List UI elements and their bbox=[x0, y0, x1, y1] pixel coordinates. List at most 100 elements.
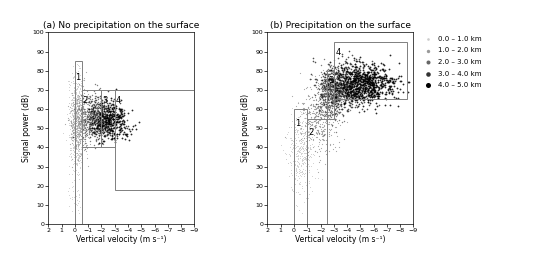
Point bbox=[92, 112, 101, 117]
Point bbox=[331, 113, 340, 118]
Point bbox=[324, 80, 333, 85]
Point bbox=[325, 107, 333, 112]
Point bbox=[345, 84, 354, 88]
Point bbox=[321, 72, 329, 76]
Point bbox=[334, 82, 343, 86]
Point bbox=[324, 86, 333, 91]
Point bbox=[360, 85, 369, 90]
Point bbox=[308, 122, 316, 126]
Point bbox=[80, 101, 89, 105]
Point bbox=[296, 162, 305, 167]
Point bbox=[122, 124, 130, 128]
Point bbox=[294, 157, 302, 161]
Point bbox=[82, 122, 90, 126]
Point bbox=[368, 68, 377, 72]
Point bbox=[72, 143, 81, 147]
Point bbox=[312, 111, 321, 115]
Point bbox=[331, 92, 339, 96]
Point bbox=[75, 121, 84, 125]
Point bbox=[76, 73, 84, 77]
Point bbox=[74, 155, 82, 160]
Point bbox=[352, 77, 361, 81]
Point bbox=[68, 137, 77, 142]
Point bbox=[67, 120, 76, 124]
Point bbox=[334, 73, 343, 77]
Point bbox=[106, 119, 115, 123]
Point bbox=[87, 106, 96, 110]
Point bbox=[335, 88, 344, 92]
Point bbox=[349, 88, 358, 92]
Point bbox=[320, 100, 329, 104]
Point bbox=[354, 94, 362, 98]
Point bbox=[381, 83, 389, 87]
Point bbox=[322, 112, 331, 116]
Point bbox=[75, 199, 83, 203]
Point bbox=[293, 100, 302, 104]
Point bbox=[353, 72, 361, 76]
Point bbox=[68, 107, 76, 112]
Point bbox=[351, 90, 360, 95]
Point bbox=[66, 122, 75, 127]
Point bbox=[331, 85, 340, 90]
Point bbox=[93, 107, 101, 111]
Point bbox=[59, 130, 68, 135]
Point bbox=[75, 127, 83, 132]
Point bbox=[341, 73, 350, 78]
Point bbox=[355, 94, 364, 98]
Point bbox=[364, 80, 373, 84]
Point bbox=[317, 88, 326, 92]
Point bbox=[325, 86, 333, 90]
Point bbox=[364, 100, 372, 104]
Point bbox=[109, 109, 118, 113]
Point bbox=[69, 169, 78, 174]
Point bbox=[334, 56, 343, 60]
Point bbox=[384, 91, 393, 95]
Point bbox=[69, 152, 77, 156]
Point bbox=[107, 128, 116, 132]
Point bbox=[324, 113, 332, 118]
Point bbox=[387, 86, 396, 91]
Point bbox=[77, 100, 85, 104]
Point bbox=[72, 106, 81, 110]
Point bbox=[318, 102, 326, 106]
Point bbox=[316, 113, 324, 117]
Point bbox=[71, 113, 79, 117]
Point bbox=[342, 57, 351, 62]
Point bbox=[72, 120, 81, 124]
Point bbox=[323, 92, 332, 97]
Point bbox=[94, 100, 103, 104]
Point bbox=[70, 113, 79, 117]
Point bbox=[338, 52, 347, 57]
Point bbox=[85, 120, 93, 124]
Point bbox=[328, 96, 336, 101]
Point bbox=[305, 110, 314, 114]
Point bbox=[70, 145, 78, 150]
Point bbox=[103, 101, 111, 106]
Point bbox=[324, 97, 332, 102]
Point bbox=[344, 76, 352, 81]
Point bbox=[321, 100, 330, 104]
Point bbox=[315, 140, 324, 144]
Point bbox=[317, 113, 326, 117]
Point bbox=[385, 86, 394, 91]
Point bbox=[358, 96, 366, 101]
Point bbox=[77, 108, 86, 112]
Point bbox=[331, 86, 339, 91]
Point bbox=[342, 88, 350, 92]
Point bbox=[69, 168, 78, 173]
Point bbox=[374, 96, 382, 100]
Point bbox=[323, 89, 331, 93]
Point bbox=[345, 103, 353, 107]
Point bbox=[98, 110, 106, 115]
Point bbox=[392, 96, 401, 100]
Point bbox=[318, 86, 327, 90]
Point bbox=[90, 126, 99, 130]
Point bbox=[344, 85, 353, 89]
Point bbox=[100, 125, 109, 129]
Point bbox=[348, 69, 357, 74]
Point bbox=[394, 96, 403, 101]
Point bbox=[332, 83, 340, 87]
Point bbox=[384, 80, 393, 84]
Point bbox=[118, 109, 127, 113]
Point bbox=[113, 117, 121, 121]
